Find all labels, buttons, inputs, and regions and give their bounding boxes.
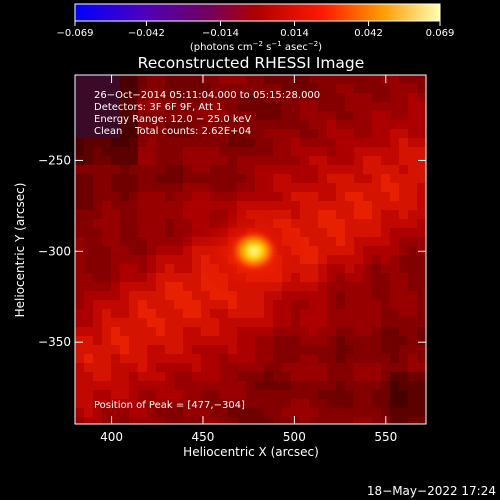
colorbar-unit-label: (photons cm−2 s−1 asec−2): [190, 40, 322, 53]
x-axis-label: Heliocentric X (arcsec): [183, 445, 319, 459]
y-tick-label: −350: [38, 335, 71, 349]
peak-position-label: Position of Peak = [477,−304]: [94, 400, 245, 411]
y-tick-label: −300: [38, 244, 71, 258]
info-line: 26−Oct−2014 05:11:04.000 to 05:15:28.000: [94, 90, 320, 101]
colorbar: [74, 3, 441, 22]
peak-source: [231, 231, 277, 271]
plot-frame: [74, 74, 427, 425]
x-tick-label: 400: [100, 430, 123, 444]
colorbar-tick-label: 0.014: [280, 28, 309, 39]
chart-title: Reconstructed RHESSI Image: [138, 54, 365, 72]
x-tick-label: 550: [374, 430, 397, 444]
colorbar-ticks: −0.069 −0.042 −0.014 0.014 0.042 0.069: [56, 21, 454, 39]
y-axis-label: Heliocentric Y (arcsec): [13, 183, 27, 318]
colorbar-tick-label: −0.042: [128, 28, 165, 39]
colorbar-tick-label: 0.042: [354, 28, 383, 39]
colorbar-tick-label: 0.069: [426, 28, 455, 39]
info-line: Clean Total counts: 2.62E+04: [94, 126, 251, 137]
x-tick-label: 500: [283, 430, 306, 444]
colorbar-tick-label: −0.069: [56, 28, 93, 39]
x-tick-label: 450: [192, 430, 215, 444]
axes: 400 450 500 550 −250 −300 −350: [38, 75, 426, 444]
observation-info: 26−Oct−2014 05:11:04.000 to 05:15:28.000…: [94, 90, 320, 137]
info-line: Energy Range: 12.0 − 25.0 keV: [94, 114, 251, 125]
image-pixels: [75, 75, 426, 424]
image-area: [75, 75, 426, 424]
y-tick-label: −250: [38, 153, 71, 167]
timestamp: 18−May−2022 17:24: [367, 484, 496, 498]
info-line: Detectors: 3F 6F 9F, Att 1: [94, 102, 222, 113]
colorbar-tick-label: −0.014: [202, 28, 239, 39]
